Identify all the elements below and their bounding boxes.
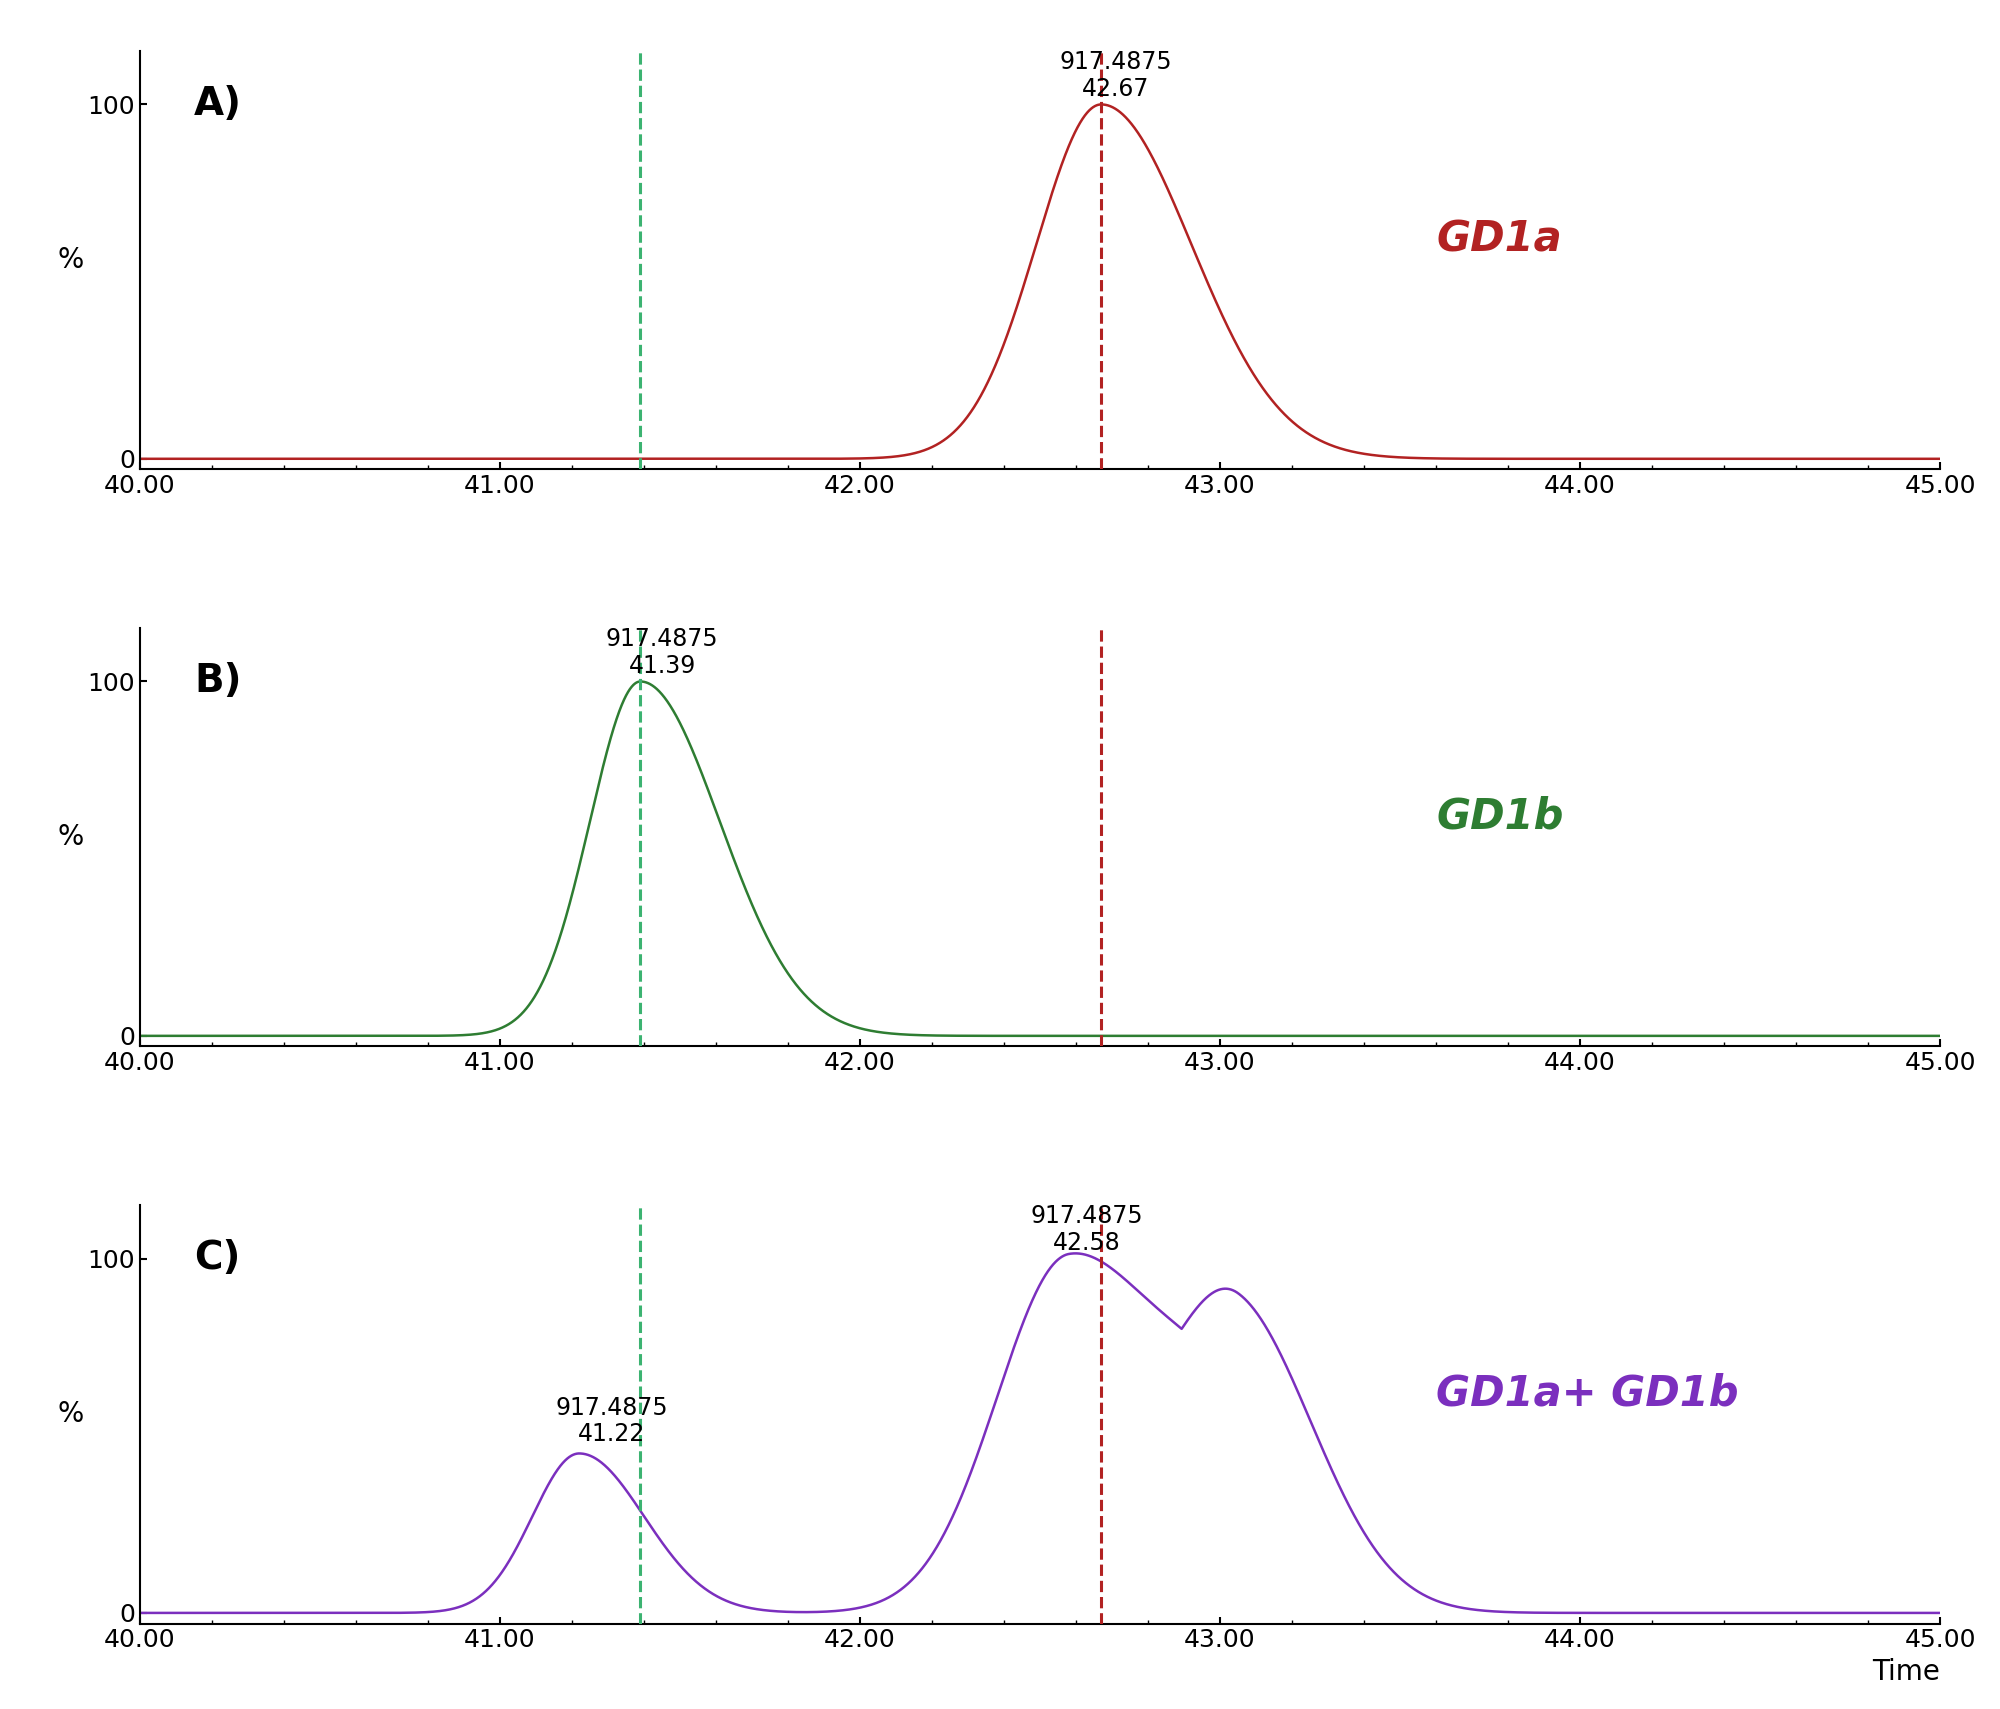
- Y-axis label: %: %: [58, 1400, 84, 1429]
- Text: A): A): [194, 85, 242, 123]
- Y-axis label: %: %: [58, 246, 84, 275]
- Text: 917.4875
42.67: 917.4875 42.67: [1060, 50, 1172, 101]
- Text: C): C): [194, 1239, 240, 1277]
- Text: GD1a: GD1a: [1436, 219, 1562, 260]
- Text: GD1b: GD1b: [1436, 795, 1564, 837]
- Text: GD1a+ GD1b: GD1a+ GD1b: [1436, 1372, 1738, 1415]
- Text: 917.4875
41.39: 917.4875 41.39: [606, 627, 718, 678]
- Y-axis label: %: %: [58, 824, 84, 851]
- Text: B): B): [194, 661, 242, 699]
- Text: 917.4875
42.58: 917.4875 42.58: [1030, 1205, 1144, 1254]
- Text: 917.4875
41.22: 917.4875 41.22: [556, 1396, 668, 1446]
- X-axis label: Time: Time: [1872, 1658, 1940, 1687]
